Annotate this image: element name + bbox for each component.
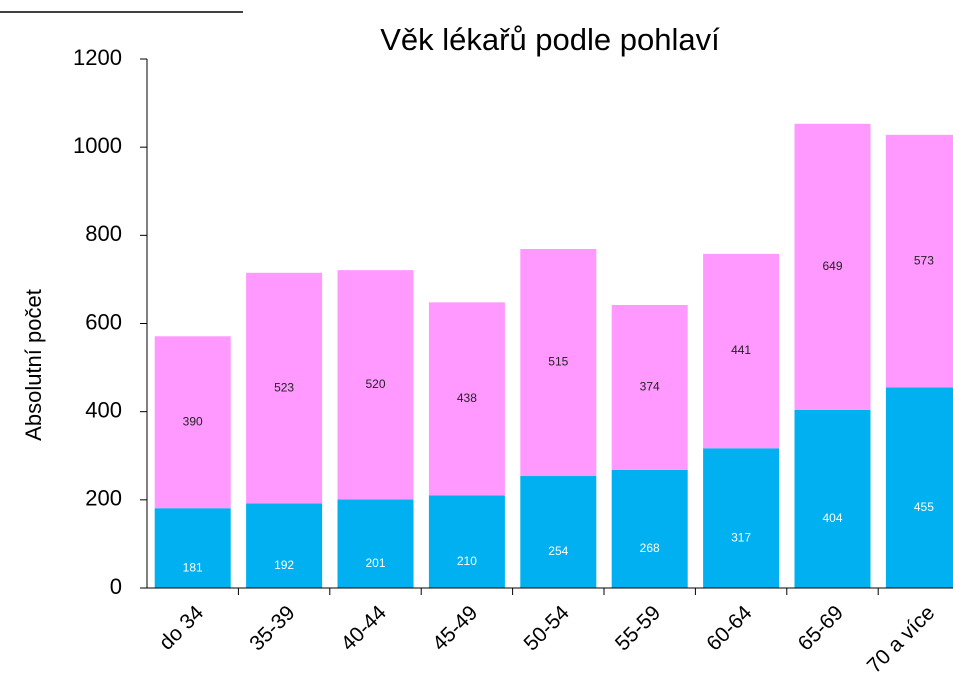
bar-segment [246, 503, 323, 588]
data-label: 441 [731, 343, 751, 357]
x-tick-label: 55-59 [611, 601, 665, 655]
bar-segment [703, 448, 780, 588]
x-tick-label: 35-39 [245, 601, 299, 655]
data-label: 374 [640, 380, 660, 394]
bar-segment [885, 387, 953, 588]
data-label: 523 [274, 380, 294, 394]
bar-segment [885, 134, 953, 388]
bar-segment [520, 248, 597, 477]
bar-segment [703, 253, 780, 449]
data-label: 268 [640, 541, 660, 555]
data-label: 201 [365, 556, 385, 570]
y-tick-label: 0 [110, 574, 122, 599]
bar-segment [337, 499, 414, 588]
y-tick-label: 400 [85, 397, 122, 422]
data-label: 317 [731, 530, 751, 544]
x-tick-label: 45-49 [428, 601, 482, 655]
y-tick-label: 800 [85, 221, 122, 246]
x-tick-label: 40-44 [337, 601, 391, 655]
data-label: 404 [822, 511, 842, 525]
y-tick-label: 200 [85, 486, 122, 511]
bar-segment [611, 304, 688, 470]
data-label: 210 [457, 554, 477, 568]
data-label: 573 [914, 253, 934, 267]
bar-segment [154, 336, 231, 509]
bar-segment [337, 270, 414, 500]
x-tick-label: do 34 [155, 601, 209, 655]
data-label: 254 [548, 544, 568, 558]
data-label: 515 [548, 355, 568, 369]
bar-segment [520, 476, 597, 588]
y-tick-label: 600 [85, 309, 122, 334]
bar-segment [428, 302, 505, 496]
bar-segment [428, 495, 505, 588]
chart-title: Věk lékařů podle pohlaví [380, 22, 720, 57]
bar-segment [794, 123, 871, 410]
y-tick-label: 1000 [73, 133, 122, 158]
x-tick-label: 65-69 [794, 601, 848, 655]
data-label: 520 [365, 377, 385, 391]
bar-segment [246, 272, 323, 504]
y-axis-label: Absolutní počet [21, 289, 46, 441]
data-label: 192 [274, 558, 294, 572]
x-tick-label: 50-54 [520, 601, 574, 655]
data-label: 181 [183, 560, 203, 574]
data-label: 438 [457, 391, 477, 405]
data-label: 390 [183, 414, 203, 428]
bar-segment [611, 469, 688, 588]
data-label: 649 [822, 259, 842, 273]
x-tick-label: 60-64 [702, 601, 756, 655]
data-label: 455 [914, 500, 934, 514]
bar-segment [794, 409, 871, 588]
bar-segment [154, 508, 231, 588]
x-tick-label: 70 a více [863, 601, 940, 678]
y-tick-label: 1200 [73, 45, 122, 70]
